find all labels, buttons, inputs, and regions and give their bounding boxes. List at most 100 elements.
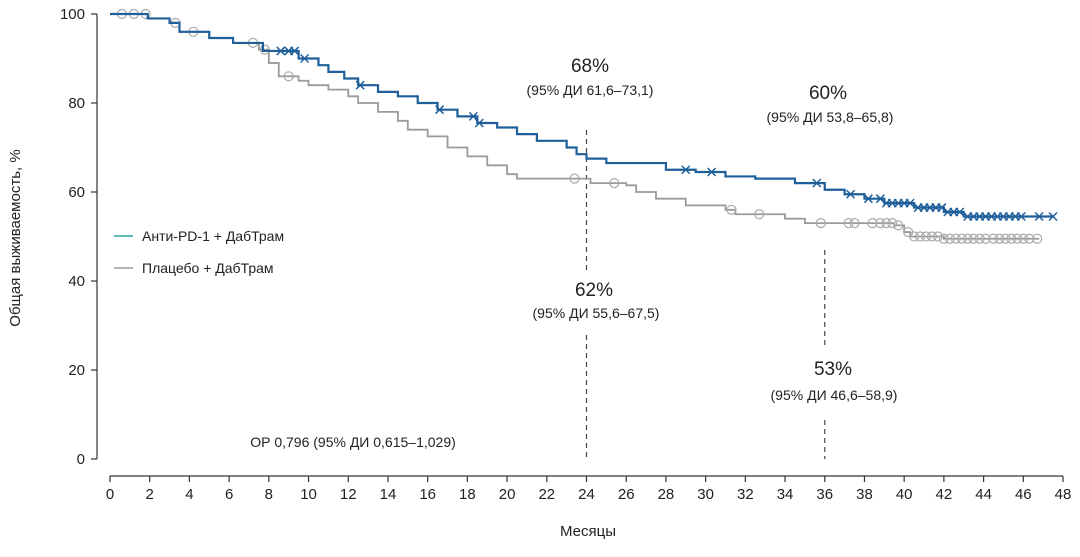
legend: Анти-PD-1 + ДабТрам Плацебо + ДабТрам — [114, 228, 284, 276]
censor-mark-circle — [932, 231, 944, 242]
censor-mark-circle — [754, 209, 765, 220]
censor-mark-x — [1048, 211, 1058, 222]
censor-mark-x — [435, 105, 445, 115]
censor-mark-circle — [994, 233, 1005, 244]
censor-mark-circle — [881, 218, 892, 229]
censor-mark-x — [846, 189, 856, 199]
x-tick-label: 40 — [896, 486, 913, 503]
censor-mark-circle — [956, 233, 967, 244]
annotation-53-ci: (95% ДИ 46,6–58,9) — [771, 387, 898, 403]
censor-mark-circle — [962, 233, 973, 244]
censor-mark-circle — [944, 233, 955, 244]
annotation-62-value: 62% — [575, 280, 613, 301]
legend-label-placebo: Плацебо + ДабТрам — [142, 260, 274, 276]
censor-mark-x — [1016, 211, 1026, 222]
censor-mark-x — [905, 198, 915, 208]
x-tick-label: 42 — [936, 486, 953, 503]
x-tick-label: 14 — [380, 486, 397, 503]
time-point-markers — [585, 130, 826, 459]
censor-mark-x — [276, 46, 286, 56]
censor-mark-circle — [893, 220, 904, 231]
y-tick-label: 0 — [77, 451, 85, 468]
annotation-53-value: 53% — [814, 359, 852, 380]
y-tick-label: 40 — [68, 273, 85, 290]
x-tick-label: 12 — [340, 486, 357, 503]
annotation-60-value: 60% — [809, 83, 847, 104]
censor-mark-circle — [1024, 233, 1035, 244]
x-tick-label: 28 — [658, 486, 675, 503]
censor-mark-circle — [938, 233, 949, 244]
x-tick-label: 20 — [499, 486, 516, 503]
censor-mark-x — [290, 46, 300, 56]
x-tick-label: 6 — [225, 486, 233, 503]
censor-mark-circle — [914, 231, 926, 242]
censor-mark-circle — [974, 233, 985, 244]
x-tick-label: 32 — [737, 486, 754, 503]
censor-mark-circle — [867, 218, 878, 229]
censor-mark-circle — [849, 218, 860, 229]
censor-mark-circle — [908, 231, 920, 242]
hazard-ratio-text: ОР 0,796 (95% ДИ 0,615–1,029) — [250, 434, 456, 450]
y-axis-label: Общая выживаемость, % — [7, 149, 24, 326]
censor-mark-x — [355, 80, 365, 90]
km-curve-anti-pd1 — [110, 12, 1054, 218]
x-tick-label: 18 — [459, 486, 476, 503]
censor-mark-x — [875, 194, 885, 204]
x-tick-label: 16 — [419, 486, 436, 503]
annotation-62-ci: (95% ДИ 55,6–67,5) — [533, 305, 660, 321]
annotation-68-ci: (95% ДИ 61,6–73,1) — [527, 82, 654, 98]
x-tick-label: 8 — [265, 486, 273, 503]
x-axis-label: Месяцы — [560, 523, 616, 540]
censor-mark-x — [955, 207, 965, 217]
censor-mark-circle — [843, 218, 854, 229]
y-tick-label: 20 — [68, 362, 85, 379]
annotations: 68% (95% ДИ 61,6–73,1) 60% (95% ДИ 53,8–… — [250, 56, 897, 450]
censor-mark-circle — [259, 44, 270, 55]
censor-mark-circle — [1012, 233, 1023, 244]
censor-mark-x — [1034, 211, 1044, 222]
x-tick-label: 4 — [185, 486, 193, 503]
x-tick-label: 26 — [618, 486, 635, 503]
censor-mark-circle — [887, 218, 898, 229]
censor-mark-circle — [1000, 233, 1011, 244]
x-tick-label: 0 — [106, 486, 114, 503]
censor-mark-circle — [569, 173, 580, 184]
censor-mark-circle — [1006, 233, 1017, 244]
legend-label-anti-pd1: Анти-PD-1 + ДабТрам — [142, 228, 284, 244]
x-tick-label: 38 — [856, 486, 873, 503]
censor-mark-circle — [609, 178, 620, 189]
x-tick-label: 10 — [300, 486, 317, 503]
censor-mark-x — [474, 118, 484, 128]
censor-mark-circle — [920, 231, 932, 242]
x-tick-label: 48 — [1055, 486, 1072, 503]
annotation-60-ci: (95% ДИ 53,8–65,8) — [767, 109, 894, 125]
censor-mark-circle — [926, 231, 938, 242]
censor-mark-circle — [1018, 233, 1029, 244]
censor-mark-circle — [988, 233, 999, 244]
censor-mark-circle — [815, 218, 826, 229]
x-tick-label: 22 — [538, 486, 555, 503]
x-tick-label: 34 — [777, 486, 794, 503]
censor-mark-x — [812, 178, 822, 188]
censor-mark-circle — [726, 204, 737, 215]
y-tick-label: 60 — [68, 184, 85, 201]
y-tick-label: 80 — [68, 95, 85, 112]
censor-mark-x — [937, 203, 947, 213]
x-tick-label: 36 — [816, 486, 833, 503]
censor-mark-circle — [968, 233, 979, 244]
y-tick-label: 100 — [60, 6, 85, 23]
censor-mark-circle — [950, 233, 961, 244]
censor-mark-x — [707, 167, 717, 177]
censor-mark-x — [300, 53, 310, 64]
x-tick-label: 30 — [697, 486, 714, 503]
annotation-68-value: 68% — [571, 56, 609, 77]
survival-curves — [110, 8, 1058, 244]
censor-mark-x — [863, 194, 873, 204]
censor-mark-circle — [875, 218, 886, 229]
x-tick-label: 46 — [1015, 486, 1032, 503]
censor-mark-x — [681, 165, 691, 175]
censor-mark-circle — [283, 71, 294, 82]
x-tick-label: 24 — [578, 486, 595, 503]
